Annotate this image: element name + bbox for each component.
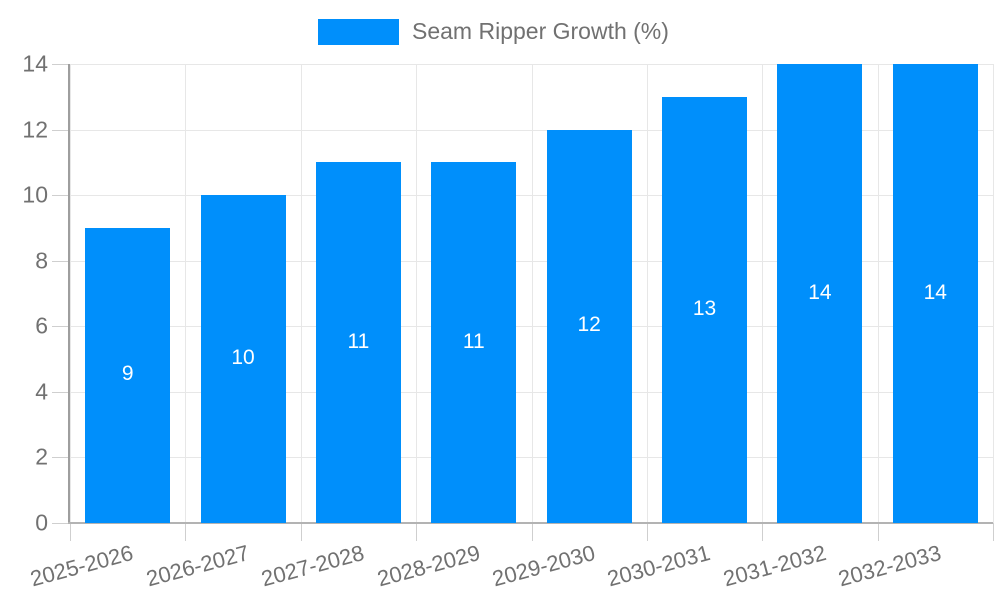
x-axis-category-label: 2030-2031 [604, 540, 714, 592]
y-axis-tick-label: 0 [35, 509, 48, 536]
y-axis-tick-label: 2 [35, 443, 48, 470]
x-gridline [531, 64, 533, 523]
x-gridline [993, 64, 994, 523]
bar[interactable] [431, 162, 517, 523]
x-gridline [70, 64, 71, 523]
y-axis-tick [52, 326, 70, 328]
x-axis-category-label: 2026-2027 [143, 540, 252, 592]
x-axis-tick [762, 523, 764, 541]
bar-value-label: 12 [577, 313, 601, 337]
x-axis-tick [185, 523, 187, 541]
bar[interactable] [85, 227, 171, 523]
x-axis-tick [877, 523, 879, 541]
y-axis-tick [52, 523, 70, 524]
y-axis-tick [52, 64, 70, 65]
x-gridline [646, 64, 648, 523]
bar[interactable] [777, 64, 863, 523]
y-axis-tick [52, 391, 70, 393]
x-gridline [877, 64, 879, 523]
x-gridline [762, 64, 764, 523]
bar-value-label: 9 [121, 362, 134, 386]
legend-label: Seam Ripper Growth (%) [412, 18, 669, 44]
x-gridline [416, 64, 418, 523]
bar-value-label: 14 [808, 280, 832, 304]
y-axis-tick [52, 457, 70, 459]
bar[interactable] [546, 129, 632, 523]
bar-value-label: 11 [347, 329, 370, 353]
y-axis-tick-label: 12 [22, 116, 48, 143]
x-axis-category-label: 2032-2033 [835, 540, 944, 592]
x-axis-tick [993, 523, 994, 541]
bar[interactable] [892, 64, 978, 523]
y-axis-tick-label: 6 [35, 312, 48, 339]
bar[interactable] [200, 195, 286, 523]
y-axis-tick [52, 195, 70, 197]
y-axis-tick-label: 8 [35, 247, 48, 274]
legend-item[interactable]: Seam Ripper Growth (%) [318, 18, 669, 45]
x-gridline [185, 64, 187, 523]
y-axis-tick-label: 4 [35, 378, 48, 405]
y-axis-tick-label: 14 [22, 50, 48, 77]
bar[interactable] [662, 96, 748, 523]
x-axis-category-label: 2025-2026 [28, 540, 137, 592]
x-gridline [300, 64, 302, 523]
y-axis-tick [52, 260, 70, 262]
y-axis-line [68, 64, 70, 523]
bar[interactable] [315, 162, 401, 523]
x-axis-category-label: 2031-2032 [720, 540, 829, 592]
x-axis-tick [646, 523, 648, 541]
x-axis-category-label: 2028-2029 [374, 540, 483, 592]
bar-value-label: 10 [231, 346, 255, 370]
x-axis-tick [531, 523, 533, 541]
x-axis-tick [416, 523, 418, 541]
legend-swatch [318, 18, 399, 45]
x-axis-line [68, 522, 993, 524]
x-axis-tick [70, 523, 71, 541]
bar-value-label: 13 [692, 296, 717, 320]
bar-value-label: 14 [923, 280, 947, 304]
x-axis-category-label: 2029-2030 [489, 540, 598, 592]
x-axis-category-label: 2027-2028 [258, 540, 367, 592]
bar-value-label: 11 [462, 329, 485, 353]
y-axis-tick [52, 129, 70, 131]
y-axis-tick-label: 10 [22, 181, 48, 208]
x-axis-tick [300, 523, 302, 541]
